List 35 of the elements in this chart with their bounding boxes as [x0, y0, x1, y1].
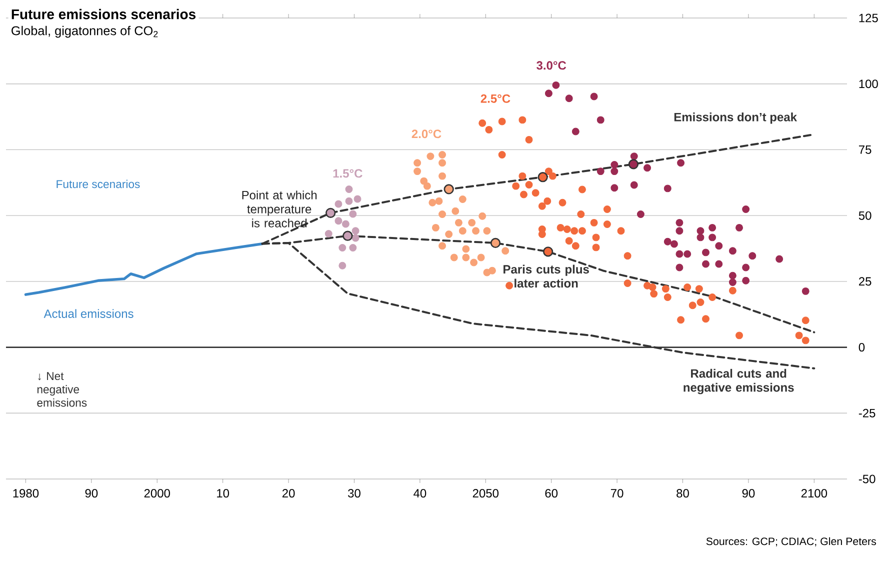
x-tick-label: 40: [414, 489, 426, 498]
series-label: Point at which temperature is reached: [242, 190, 317, 228]
series-label: 3.0°C: [536, 61, 566, 70]
series-label: Paris cuts plus later action: [504, 264, 589, 288]
x-tick-label: 60: [545, 489, 558, 498]
x-tick-label: 1980: [13, 489, 39, 498]
y-tick-label: 25: [858, 277, 872, 286]
series-label: 1.5°C: [333, 169, 362, 178]
series-label: Emissions don’t peak: [674, 112, 798, 124]
series-label: 2.5°C: [480, 94, 510, 103]
y-tick-label: 100: [859, 80, 878, 88]
chart-title: Future emissions scenarios: [12, 8, 196, 20]
x-tick-label: 90: [85, 489, 98, 498]
text: Global, gigatonnes of CO$_{2}$: [12, 26, 158, 38]
series-label: Radical cuts and negative emissions: [684, 368, 794, 394]
y-tick-label: -25: [858, 408, 876, 418]
series-label: Actual emissions: [44, 309, 134, 318]
y-tick-label: 0: [858, 343, 865, 352]
y-tick-label: -50: [858, 474, 876, 484]
series-label: 2.0°C: [412, 130, 442, 138]
y-tick-label: 50: [858, 211, 872, 220]
y-tick-label: 75: [858, 146, 872, 154]
x-tick-label: 90: [742, 489, 755, 498]
y-tick-label: 125: [859, 14, 878, 22]
x-tick-label: 2100: [801, 489, 828, 498]
x-tick-label: 20: [282, 489, 295, 498]
annotation: ↓ Net negative emissions: [37, 372, 87, 407]
annotation: Future scenarios: [56, 180, 140, 188]
x-tick-label: 2050: [472, 489, 499, 498]
x-tick-label: 70: [610, 489, 624, 498]
x-tick-label: 80: [676, 489, 689, 498]
x-tick-label: 30: [348, 489, 360, 498]
x-tick-label: 2000: [144, 489, 170, 498]
x-tick-label: 10: [217, 489, 230, 498]
source-note: Sources: GCP; CDIAC; Glen Peters: [706, 537, 876, 546]
